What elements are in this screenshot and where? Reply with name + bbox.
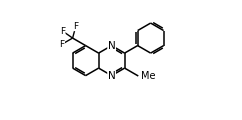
Text: N: N <box>108 41 115 51</box>
Text: F: F <box>73 22 78 31</box>
Text: N: N <box>108 71 115 81</box>
Text: F: F <box>60 27 65 36</box>
Text: Me: Me <box>141 71 155 81</box>
Text: F: F <box>59 40 65 49</box>
